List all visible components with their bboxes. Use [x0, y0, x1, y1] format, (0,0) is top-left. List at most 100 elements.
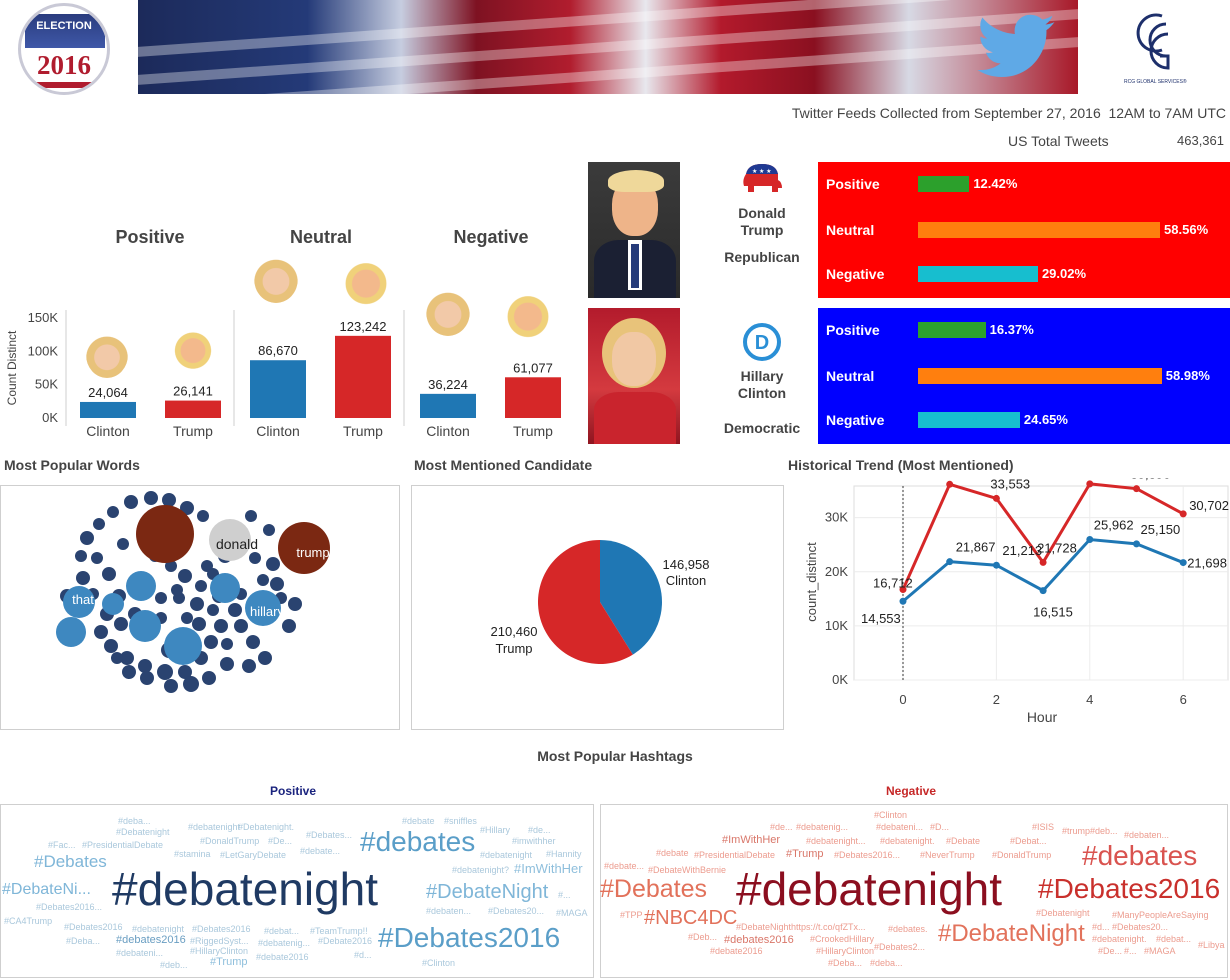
trend-point — [992, 561, 1000, 569]
words-bubble-panel: donald trump that hillary — [0, 485, 400, 730]
trend-point-label: 21,867 — [956, 540, 996, 555]
word-bubble — [104, 639, 118, 653]
rcg-logo: RCG GLOBAL SERVICES® — [1124, 10, 1190, 90]
positive-hashtags-title: Positive — [270, 784, 317, 798]
rcg-monogram-icon — [1136, 13, 1170, 70]
trump-name-line1: Donald — [738, 205, 786, 221]
word-bubble — [63, 586, 95, 618]
twitter-bird-icon — [977, 14, 1055, 78]
clinton-photo — [588, 308, 680, 444]
trend-point-label: 14,553 — [861, 611, 901, 626]
trend-point — [1133, 485, 1140, 493]
word-bubble — [178, 665, 192, 679]
collection-note: Twitter Feeds Collected from September 2… — [791, 105, 1226, 121]
dem-neutral-value: 58.98% — [1165, 368, 1210, 383]
word-bubble — [190, 597, 204, 611]
word-bubble — [207, 604, 219, 616]
group-title-neutral: Neutral — [289, 227, 352, 247]
word-bubble — [257, 574, 269, 586]
sentiment-bar — [250, 360, 306, 418]
word-bubble — [102, 567, 116, 581]
word-bubble — [178, 569, 192, 583]
word-bubble — [155, 592, 167, 604]
trump-name: Donald Trump — [712, 205, 812, 239]
word-bubble — [249, 552, 261, 564]
word-bubble — [124, 495, 138, 509]
clinton-party: Democratic — [723, 420, 801, 436]
trend-point — [899, 586, 907, 594]
sentiment-y-tick: 100K — [28, 343, 59, 358]
word-bubble — [157, 664, 173, 680]
pie-slice — [600, 540, 662, 655]
word-bubble — [209, 519, 251, 561]
sentiment-bar-value: 61,077 — [513, 360, 553, 375]
word-bubble — [162, 493, 176, 507]
word-bubble-label: trump — [296, 545, 329, 560]
pie-panel: 146,958 Clinton 210,460 Trump — [411, 485, 784, 730]
positive-hashtag-cloud-box — [0, 804, 594, 978]
trend-point — [992, 494, 1000, 502]
trend-point-label: 25,150 — [1141, 522, 1181, 537]
negative-hashtags-title: Negative — [886, 784, 937, 798]
dem-positive-label: Positive — [826, 322, 880, 338]
pie-category-label: Clinton — [666, 573, 706, 588]
word-bubble-chart: donald trump that hillary — [56, 491, 330, 693]
trend-ylabel: count_distinct — [804, 542, 819, 622]
trend-point-label: 35,356 — [1131, 478, 1171, 482]
democratic-sentiment-panel: Positive 16.37% Neutral 58.98% Negative … — [818, 308, 1230, 444]
election-2016-logo: ELECTION 2016 — [18, 3, 110, 95]
word-bubble — [242, 659, 256, 673]
clinton-face-neutral — [254, 255, 298, 303]
rep-positive-label: Positive — [826, 176, 880, 192]
word-bubble — [195, 580, 207, 592]
word-bubble — [258, 651, 272, 665]
word-bubble — [76, 571, 90, 585]
trump-face-positive — [172, 322, 214, 374]
total-tweets-value: 463,361 — [1177, 133, 1224, 148]
svg-text:★ ★ ★: ★ ★ ★ — [752, 168, 771, 175]
dem-negative-label: Negative — [826, 412, 885, 428]
sentiment-bar-value: 36,224 — [428, 377, 468, 392]
sentiment-bar-label: Trump — [343, 423, 383, 439]
sentiment-bar-label: Clinton — [86, 423, 130, 439]
trend-point-label: 16,515 — [1033, 605, 1073, 620]
trend-point-label: 21,213 — [1002, 543, 1042, 558]
word-bubble — [210, 573, 240, 603]
word-bubble — [245, 590, 281, 626]
trend-point — [1039, 558, 1047, 566]
word-bubble — [164, 679, 178, 693]
sentiment-bar — [505, 377, 561, 418]
word-bubble — [266, 557, 280, 571]
word-bubble — [94, 625, 108, 639]
republican-sentiment-panel: Positive 12.42% Neutral 58.56% Negative … — [818, 162, 1230, 298]
trend-xlabel: Hour — [1027, 709, 1058, 725]
sentiment-bar-label: Trump — [513, 423, 553, 439]
sentiment-y-tick: 50K — [35, 377, 58, 392]
rep-negative-label: Negative — [826, 266, 885, 282]
hashtags-title: Most Popular Hashtags — [537, 748, 693, 764]
word-bubble — [278, 522, 330, 574]
trend-point-label: 25,962 — [1094, 518, 1134, 533]
sentiment-bar-chart: Count Distinct 150K 100K 50K 0K 24,064 Clinton… — [5, 310, 561, 439]
sentiment-bar-value: 123,242 — [340, 319, 387, 334]
trend-point-label: 21,728 — [1037, 540, 1077, 555]
word-bubble-label: donald — [216, 536, 258, 552]
trump-party: Republican — [724, 249, 800, 265]
trend-point — [946, 480, 954, 488]
trend-panel-title: Historical Trend (Most Mentioned) — [788, 457, 1014, 473]
sentiment-bar-value: 86,670 — [258, 343, 298, 358]
trend-y-tick: 30K — [825, 510, 848, 525]
dem-positive-value: 16.37% — [989, 322, 1034, 337]
word-bubble — [120, 651, 134, 665]
clinton-face-positive — [86, 332, 128, 378]
negative-hashtag-cloud-box — [600, 804, 1228, 978]
pie-value-label: 210,460 — [491, 624, 538, 639]
sentiment-bar — [420, 393, 476, 418]
group-title-negative: Negative — [453, 227, 529, 247]
rep-neutral-bar — [918, 222, 1161, 238]
word-bubble — [246, 635, 260, 649]
pie-category-label: Trump — [495, 641, 532, 656]
word-bubble — [171, 584, 183, 596]
rep-neutral-value: 58.56% — [1164, 222, 1209, 237]
word-bubble — [282, 619, 296, 633]
